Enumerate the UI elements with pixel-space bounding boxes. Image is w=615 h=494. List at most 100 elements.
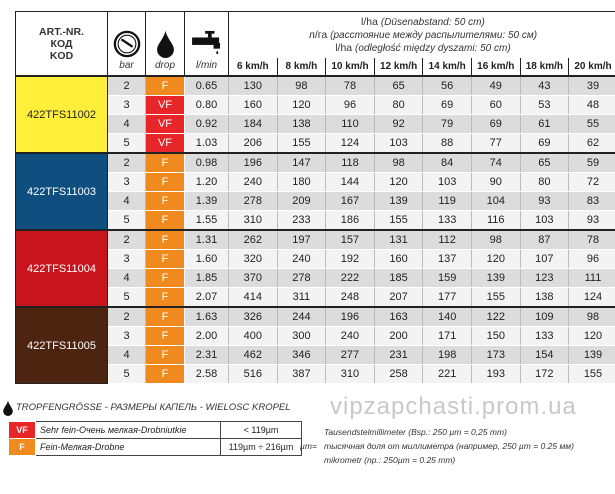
rate-cell: 184 [228,114,278,134]
flow-cell: 1.55 [184,210,229,231]
rate-cell: 88 [422,133,472,154]
rate-cell: 43 [519,75,570,96]
pressure-cell: 3 [107,326,146,346]
flow-cell: 1.63 [184,306,229,327]
table-row: 5 F 2.58 516 387 310 258 221 193 172 155 [16,364,615,384]
rate-cell: 118 [325,152,375,173]
rate-cell: 59 [568,152,615,173]
rate-cell: 133 [519,326,570,346]
nozzle-code: 422TFS11005 [15,306,108,384]
table-row: 5 F 1.55 310 233 186 155 133 116 103 93 [16,210,615,231]
rate-cell: 103 [519,210,570,231]
rate-cell: 103 [373,133,424,154]
rate-cell: 185 [373,268,424,288]
table-row: 4 F 1.39 278 209 167 139 119 104 93 83 [16,191,615,211]
rate-cell: 155 [276,133,327,154]
rate-cell: 310 [228,210,278,231]
nozzle-code: 422TFS11002 [15,75,108,154]
rate-cell: 103 [422,172,472,192]
rate-cell: 69 [422,95,472,115]
drop-size-cell: F [145,75,185,96]
bar-header: bar [107,11,146,77]
rate-cell: 116 [470,210,521,231]
rate-cell: 171 [422,326,472,346]
pressure-cell: 4 [107,191,146,211]
rate-cell: 370 [228,268,278,288]
rate-cell: 79 [422,114,472,134]
rate-cell: 180 [276,172,327,192]
rate-cell: 112 [422,229,472,250]
rate-cell: 233 [276,210,327,231]
rate-cell: 278 [276,268,327,288]
rate-cell: 124 [325,133,375,154]
flow-cell: 1.60 [184,249,229,269]
rate-cell: 133 [422,210,472,231]
table-row: 422TFS11002 2 F 0.65 130 98 78 65 56 49 43 39 [15,75,615,154]
pressure-cell: 3 [107,249,146,269]
rate-cell: 53 [519,95,570,115]
rate-cell: 84 [422,152,472,173]
rate-cell: 277 [325,345,375,365]
rate-cell: 155 [373,210,424,231]
rate-cell: 65 [373,75,424,96]
rate-cell: 104 [470,191,521,211]
table-row: 4 F 2.31 462 346 277 231 198 173 154 139 [16,345,615,365]
speed-header: 18 km/h [519,58,570,77]
rate-cell: 123 [519,268,570,288]
flow-cell: 2.07 [184,287,229,308]
table-row: 4 F 1.85 370 278 222 185 159 139 123 111 [16,268,615,288]
rate-cell: 326 [228,306,278,327]
speed-header: 14 km/h [422,58,472,77]
rate-cell: 62 [568,133,615,154]
table-row: 422TFS11005 2 F 1.63 326 244 196 163 140 122 109 98 [15,306,615,384]
code-header: ART.-NR. КОД KOD [15,11,108,77]
flow-rate-table: ART.-NR. КОД KOD bar drop l/min l/ha (Düse… [15,11,615,384]
rate-cell: 200 [373,326,424,346]
flow-cell: 0.80 [184,95,229,115]
rate-cell: 160 [228,95,278,115]
application-rate-header: l/ha (Düsenabstand: 50 cm) л/га (расстоя… [228,11,615,58]
rate-cell: 138 [276,114,327,134]
flow-cell: 1.39 [184,191,229,211]
drop-size-cell: VF [145,133,185,154]
pressure-cell: 2 [107,229,146,250]
pressure-cell: 4 [107,268,146,288]
rate-cell: 196 [228,152,278,173]
rate-cell: 120 [276,95,327,115]
rate-cell: 96 [325,95,375,115]
rate-cell: 207 [373,287,424,308]
rate-cell: 98 [568,306,615,327]
rate-cell: 140 [422,306,472,327]
rate-cell: 48 [568,95,615,115]
rate-cell: 109 [519,306,570,327]
rate-cell: 107 [519,249,570,269]
rate-cell: 209 [276,191,327,211]
rate-cell: 198 [422,345,472,365]
rate-cell: 197 [276,229,327,250]
rate-cell: 69 [470,114,521,134]
pressure-cell: 3 [107,172,146,192]
drop-size-cell: F [145,191,185,211]
rate-cell: 346 [276,345,327,365]
rate-cell: 55 [568,114,615,134]
drop-size-cell: F [145,364,185,384]
drop-size-cell: VF [145,114,185,134]
rate-cell: 240 [228,172,278,192]
rate-cell: 193 [470,364,521,384]
drop-size-cell: F [145,287,185,308]
rate-cell: 262 [228,229,278,250]
rate-cell: 244 [276,306,327,327]
legend-row-f: F Fein-Мелкая-Drobne 119µm ÷ 216µm [8,438,302,456]
rate-cell: 74 [470,152,521,173]
rate-cell: 172 [519,364,570,384]
rate-cell: 387 [276,364,327,384]
rate-cell: 310 [325,364,375,384]
rate-cell: 192 [325,249,375,269]
table-row: 3 F 1.20 240 180 144 120 103 90 80 72 [16,172,615,192]
watermark: vipzapchasti.prom.ua [330,393,577,420]
rate-cell: 311 [276,287,327,308]
rate-cell: 77 [470,133,521,154]
flow-cell: 2.58 [184,364,229,384]
flow-cell: 0.65 [184,75,229,96]
rate-cell: 80 [373,95,424,115]
